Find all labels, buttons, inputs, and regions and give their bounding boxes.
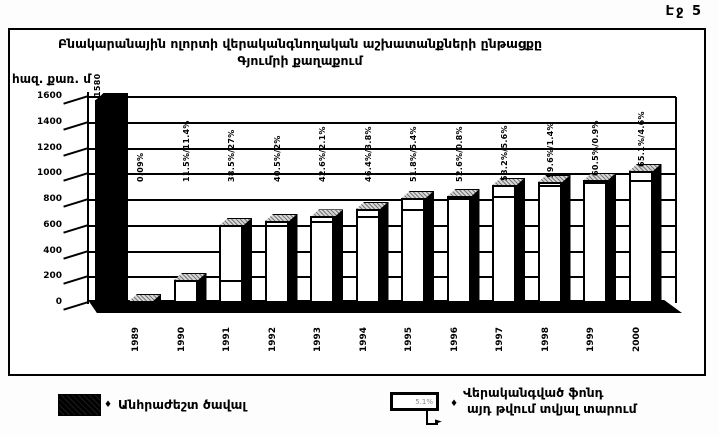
chart-3d-floor <box>88 300 682 313</box>
x-axis-label-1991: 1991 <box>222 326 232 352</box>
bar-1990-side <box>196 272 207 303</box>
x-axis-label-1998: 1998 <box>540 326 551 352</box>
bar-percent-label-1999: 60.5%/0.9% <box>591 120 600 176</box>
bar-1994-previous-level-line <box>356 216 379 219</box>
bar-1992-front <box>264 220 289 303</box>
bar-1999-front <box>583 179 607 303</box>
legend-restored-swatch: 5.1% <box>390 392 439 411</box>
y-tick-label-1000: 1000 <box>36 168 62 179</box>
bar-1991-side <box>242 217 252 303</box>
bar-percent-label-1989: 0.09% <box>136 152 145 182</box>
bar-necessary-volume-side <box>118 92 128 303</box>
bar-1998-front <box>537 181 562 303</box>
y-tick-label-1200: 1200 <box>36 142 62 153</box>
bar-1995-previous-level-line <box>402 208 424 211</box>
chart-title: Բնակարանային ոլորտի վերականգնողական աշխա… <box>57 36 543 51</box>
y-tick-label-400: 400 <box>43 245 62 256</box>
bar-1995-side <box>424 190 434 303</box>
x-axis-label-1990: 1990 <box>176 326 187 352</box>
x-axis-label-1989: 1989 <box>131 326 141 352</box>
legend-restored-label: Վերականգված ֆոնդ այդ թվում տվյալ տարում <box>463 385 637 417</box>
bar-1992-previous-level-line <box>265 224 288 227</box>
bar-percent-label-1998: 59.6%/1.4% <box>545 121 555 178</box>
y-tick-label-1600: 1600 <box>36 91 62 101</box>
y-axis-unit-label: հազ. քառ. մ <box>12 72 91 86</box>
legend-arrow-horizontal-segment <box>426 423 438 425</box>
legend-restored-line1: Վերականգված ֆոնդ <box>463 385 604 400</box>
gridline-1200 <box>89 147 676 150</box>
bar-2000-previous-level-line <box>629 179 652 182</box>
bar-1997-front <box>492 184 516 304</box>
legend-bullet-icon: ♦ <box>450 399 459 409</box>
bar-percent-label-1993: 42.6%/2.1% <box>318 126 327 182</box>
bar-1990-front <box>173 279 198 303</box>
bar-2000-front <box>628 170 653 303</box>
legend-arrow-vertical-segment <box>426 410 428 425</box>
bar-value-label-necessary: 1580 <box>93 73 102 97</box>
chart-subtitle: Գյումրի քաղաքում <box>237 53 363 68</box>
y-tick-label-200: 200 <box>43 271 62 282</box>
bar-necessary-volume-front <box>95 99 119 303</box>
bar-1992-side <box>287 213 298 303</box>
y-tick-label-1400: 1400 <box>36 116 62 127</box>
bar-percent-label-1991: 38.5%/27% <box>227 129 236 182</box>
bar-1996-previous-level-line <box>447 197 470 200</box>
bar-1993-front <box>310 216 334 303</box>
bar-1997-side <box>515 177 525 304</box>
x-axis-label-1995: 1995 <box>404 326 414 352</box>
bar-percent-label-2000: 65.1%/4.6% <box>636 110 646 167</box>
bar-1996-front <box>446 196 471 303</box>
x-axis-label-2000: 2000 <box>631 326 642 352</box>
bar-1994-front <box>355 208 380 303</box>
x-axis-label-1994: 1994 <box>358 326 369 352</box>
bar-2000-side <box>651 163 662 303</box>
y-tick-label-600: 600 <box>43 219 62 230</box>
bar-1996-side <box>469 189 480 303</box>
y-tick-label-0: 0 <box>55 297 62 307</box>
bar-1989-front <box>128 301 152 305</box>
gridline-1400 <box>89 121 676 124</box>
x-axis-label-1997: 1997 <box>495 326 505 352</box>
x-axis-label-1999: 1999 <box>586 326 596 352</box>
bar-percent-label-1995: 51.8%/5.4% <box>409 126 418 182</box>
legend-arrow-head-icon: ► <box>435 417 442 427</box>
legend-bullet-icon: ♦ <box>104 400 113 410</box>
gridline-1000 <box>89 173 676 176</box>
bar-1993-side <box>333 209 343 303</box>
bar-1991-previous-level-line <box>220 279 242 282</box>
legend-restored-line2: այդ թվում տվյալ տարում <box>467 401 637 416</box>
y-axis-line <box>87 92 89 304</box>
bar-1991-front <box>219 224 243 303</box>
bar-percent-label-1992: 40.5%/2% <box>272 135 282 182</box>
bar-percent-label-1997: 58.2%/5.6% <box>500 124 509 181</box>
x-axis-label-1992: 1992 <box>267 326 278 352</box>
bar-1993-previous-level-line <box>311 220 333 223</box>
bar-1997-previous-level-line <box>493 196 515 198</box>
gridline-800 <box>89 199 676 201</box>
legend-necessary-swatch <box>58 394 101 416</box>
legend-necessary-label: Անհրաժեշտ ծավալ <box>118 397 247 412</box>
bar-percent-label-1996: 52.6%/0.8% <box>454 126 464 182</box>
chart-title-block: Բնակարանային ոլորտի վերականգնողական աշխա… <box>30 36 570 68</box>
bar-1989-side <box>151 294 161 303</box>
bar-1994-side <box>378 201 389 303</box>
bar-1995-front <box>401 197 425 303</box>
x-axis-label-1996: 1996 <box>449 326 460 352</box>
bar-1998-previous-level-line <box>538 184 561 187</box>
y-tick-label-800: 800 <box>43 194 62 204</box>
legend-swatch-sample-text: 5.1% <box>415 398 433 406</box>
bar-1999-side <box>606 172 616 303</box>
x-axis-label-1993: 1993 <box>313 326 323 352</box>
bar-1999-previous-level-line <box>584 181 606 184</box>
bar-1998-side <box>560 174 571 303</box>
page-number-label: Էջ 5 <box>665 4 703 19</box>
gridline-1600 <box>89 96 676 98</box>
bar-percent-label-1994: 46.4%/3.8% <box>363 126 373 182</box>
plot-right-border <box>675 97 677 303</box>
bar-percent-label-1990: 11.5%/11.4% <box>181 120 191 182</box>
